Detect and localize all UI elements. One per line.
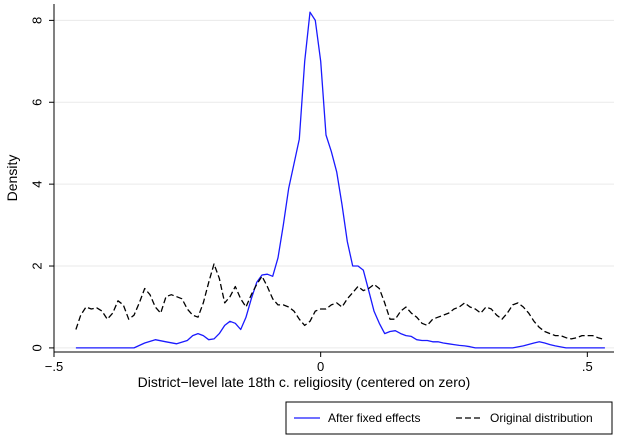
series-line-original xyxy=(75,263,606,341)
x-tick-label: −.5 xyxy=(45,359,63,374)
legend: After fixed effects Original distribution xyxy=(285,401,613,435)
legend-label: After fixed effects xyxy=(328,411,421,425)
y-tick-label: 4 xyxy=(29,181,44,188)
x-tick-label: 0 xyxy=(317,359,324,374)
y-tick-label: 8 xyxy=(29,17,44,24)
tick-labels: −.5 0 .5 0 2 4 6 8 xyxy=(29,17,592,374)
grid-lines xyxy=(54,19,614,349)
y-tick-label: 6 xyxy=(29,99,44,106)
axes xyxy=(53,4,614,353)
legend-box xyxy=(285,401,613,435)
y-tick-label: 2 xyxy=(29,262,44,269)
y-tick-label: 0 xyxy=(29,344,44,351)
series-line-fixed-effects xyxy=(75,11,605,349)
y-axis-title: Density xyxy=(4,155,20,202)
x-axis-title: District−level late 18th c. religiosity … xyxy=(138,374,471,390)
legend-label: Original distribution xyxy=(490,411,593,425)
x-tick-label: .5 xyxy=(582,359,593,374)
series-lines xyxy=(75,11,606,349)
